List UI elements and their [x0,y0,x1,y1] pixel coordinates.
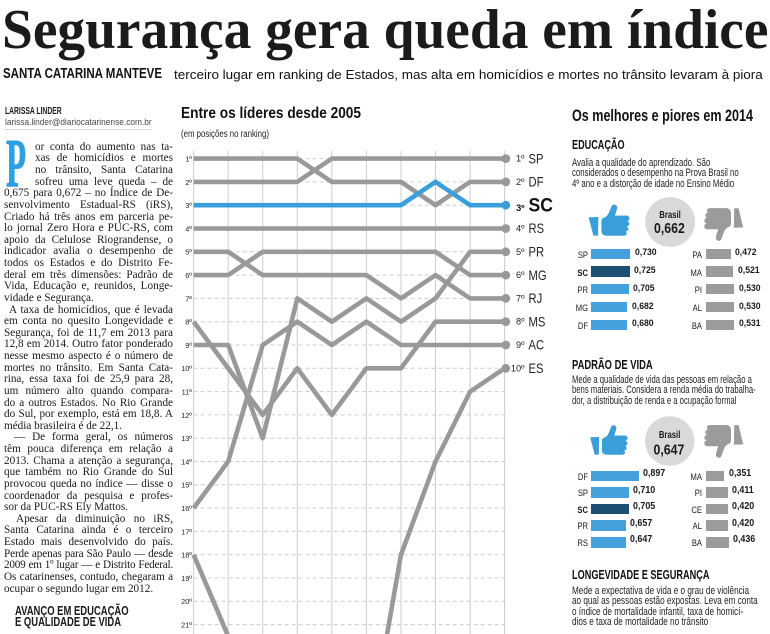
svg-text:8º: 8º [516,317,525,327]
svg-text:13º: 13º [181,434,192,443]
svg-text:0,662: 0,662 [654,220,685,236]
svg-text:4º: 4º [516,224,525,234]
svg-text:5º: 5º [516,247,525,257]
svg-text:0,647: 0,647 [654,441,685,457]
svg-text:MG: MG [529,268,547,283]
svg-text:18º: 18º [181,551,192,560]
svg-text:2º: 2º [185,178,192,187]
svg-text:SC: SC [529,194,553,216]
svg-text:5º: 5º [185,248,192,257]
svg-text:SP: SP [529,151,544,166]
svg-text:10º: 10º [181,364,192,373]
svg-text:11º: 11º [182,388,193,397]
svg-text:17º: 17º [181,527,192,536]
svg-text:3º: 3º [516,203,525,213]
svg-text:8º: 8º [185,318,192,327]
svg-text:9º: 9º [516,340,525,350]
svg-text:7º: 7º [185,294,192,303]
svg-text:PR: PR [529,245,545,260]
svg-text:9º: 9º [185,341,192,350]
svg-text:4º: 4º [185,224,192,233]
svg-text:12º: 12º [181,411,192,420]
svg-text:Brasil: Brasil [659,429,681,440]
svg-text:DF: DF [529,175,544,190]
svg-text:Brasil: Brasil [659,209,681,220]
svg-text:19º: 19º [181,574,192,583]
svg-text:1º: 1º [185,155,192,164]
svg-text:MS: MS [529,314,546,329]
svg-text:21º: 21º [181,621,192,630]
svg-text:ES: ES [529,361,544,376]
svg-text:1º: 1º [516,154,525,164]
svg-text:20º: 20º [181,597,192,606]
svg-text:3º: 3º [185,201,192,210]
svg-text:AC: AC [529,338,545,353]
svg-text:16º: 16º [181,504,192,513]
svg-text:7º: 7º [516,293,525,303]
svg-text:10º: 10º [511,363,525,373]
svg-text:RS: RS [529,221,545,236]
svg-text:2º: 2º [516,177,525,187]
svg-text:6º: 6º [516,270,525,280]
svg-text:14º: 14º [181,457,192,466]
svg-text:RJ: RJ [529,291,543,306]
svg-text:15º: 15º [181,481,192,490]
svg-text:6º: 6º [185,271,192,280]
